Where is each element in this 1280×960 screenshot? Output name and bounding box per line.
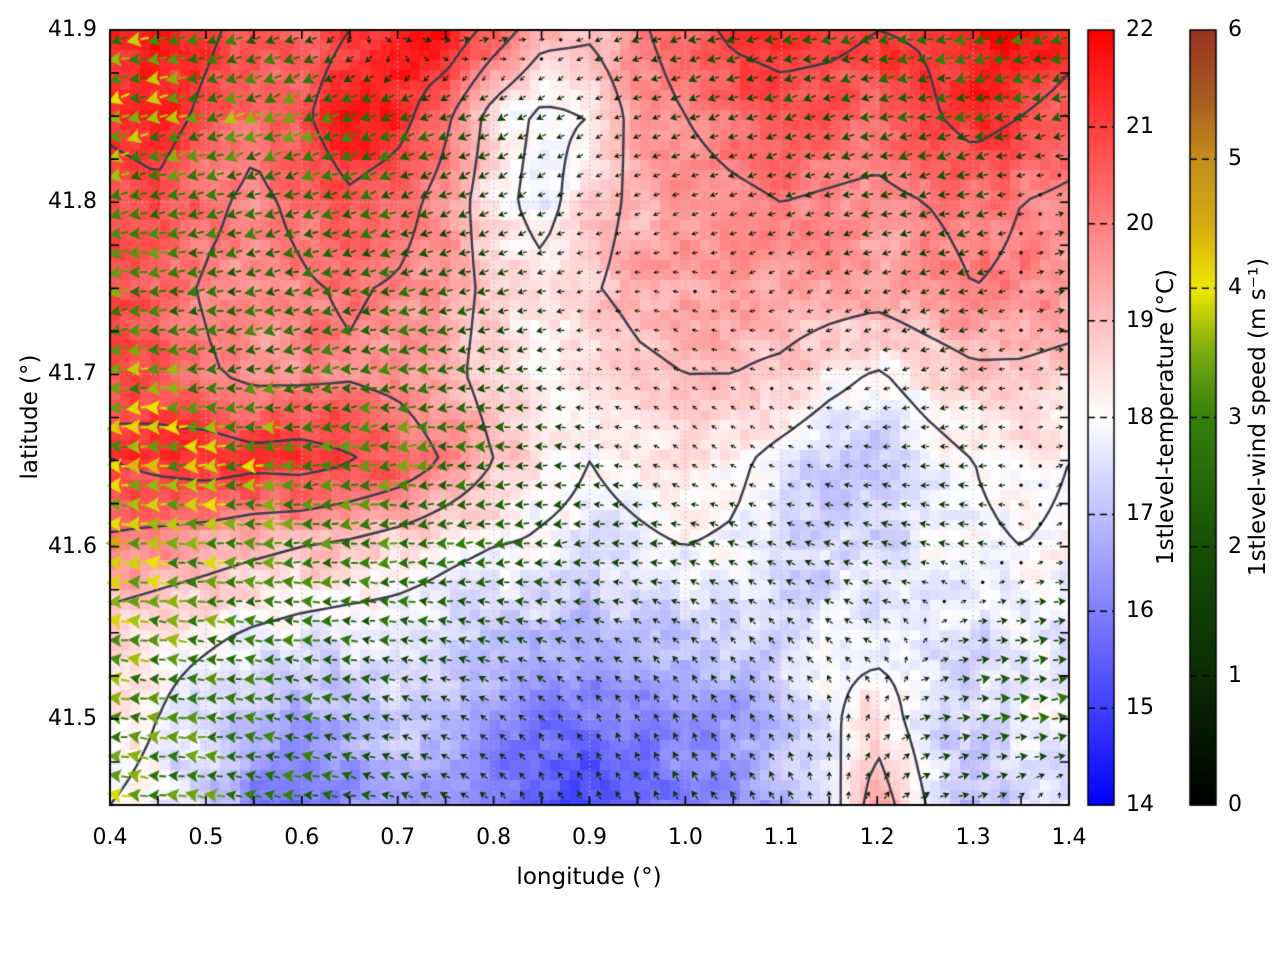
figure: longitude (°) latitude (°) 1stlevel-temp… (0, 0, 1280, 960)
plot-canvas (0, 0, 1280, 960)
